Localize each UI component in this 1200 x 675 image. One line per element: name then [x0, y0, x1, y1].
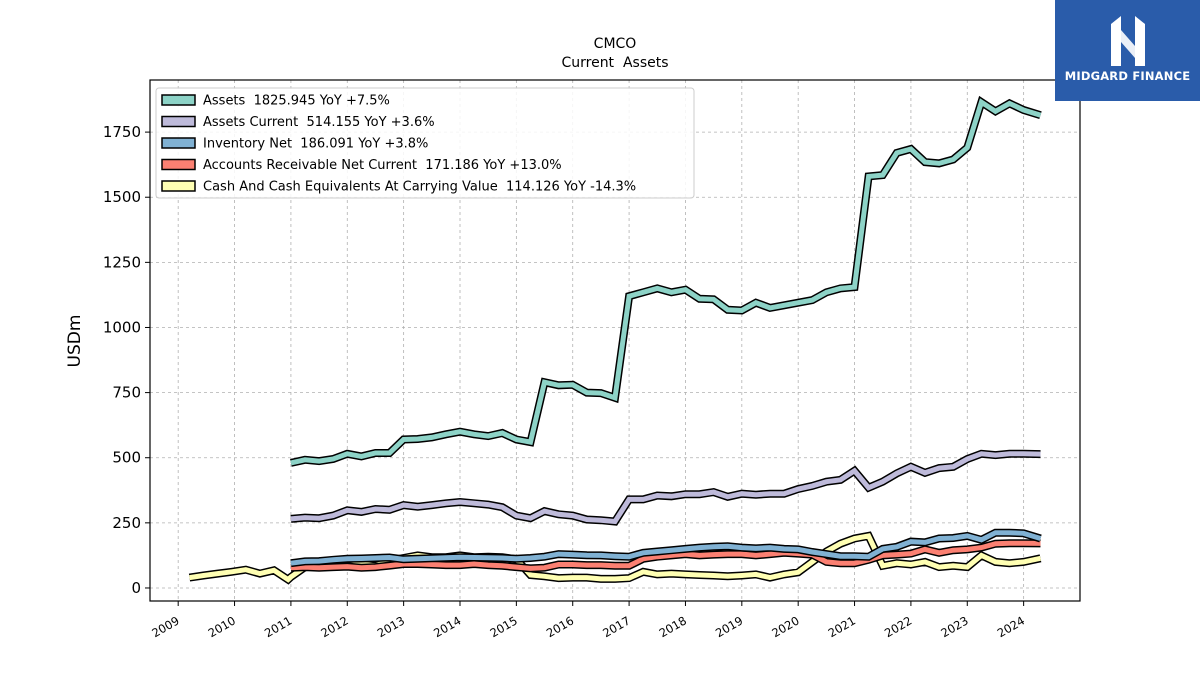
y-axis-label: USDm [65, 315, 85, 368]
series-line [290, 539, 1041, 573]
x-tick-label: 2021 [826, 613, 858, 640]
x-tick-label: 2019 [713, 613, 745, 640]
y-tick-label: 0 [131, 579, 141, 597]
y-tick-label: 1750 [103, 123, 141, 141]
x-tick-label: 2015 [488, 613, 520, 640]
x-tick-label: 2016 [544, 613, 576, 640]
legend-label: Accounts Receivable Net Current 171.186 … [203, 158, 562, 173]
x-tick-label: 2012 [318, 613, 350, 640]
legend-swatch [161, 137, 196, 149]
brand-name: MIDGARD FINANCE [1064, 69, 1191, 83]
legend-swatch [161, 94, 196, 106]
series-line-stroke [290, 540, 1041, 571]
x-tick-label: 2020 [769, 613, 801, 640]
x-tick-label: 2023 [938, 613, 970, 640]
y-tick-label: 500 [112, 449, 141, 467]
brand-logo: MIDGARD FINANCE [1055, 0, 1200, 101]
y-tick-label: 1000 [103, 318, 141, 336]
legend-swatch [161, 115, 196, 128]
midgard-logo-icon [1111, 16, 1145, 66]
y-tick-label: 1500 [103, 188, 141, 206]
y-tick-label: 250 [112, 514, 141, 532]
legend-label: Assets 1825.945 YoY +7.5% [203, 94, 390, 109]
chart-subtitle: Current Assets [561, 55, 668, 71]
y-tick-label: 1250 [103, 253, 141, 271]
legend-swatch [161, 158, 196, 171]
legend: Assets 1825.945 YoY +7.5% Assets Current … [155, 87, 695, 199]
x-tick-label: 2010 [206, 613, 238, 640]
series-line-stroke [290, 530, 1042, 566]
series-line [290, 95, 1042, 467]
series-line [290, 449, 1041, 526]
legend-box [155, 87, 695, 199]
x-tick-label: 2009 [149, 613, 181, 640]
plot-frame [149, 79, 1081, 602]
series-line-outline [290, 449, 1041, 526]
x-tick-label: 2014 [431, 613, 463, 640]
x-tick-label: 2017 [600, 613, 632, 640]
x-tick-label: 2011 [262, 613, 294, 640]
series-line-stroke [290, 98, 1042, 466]
x-tick-label: 2013 [375, 613, 407, 640]
series-line-stroke [290, 451, 1041, 525]
y-tick-label: 750 [112, 384, 141, 402]
x-tick-label: 2022 [882, 613, 914, 640]
legend-label: Assets Current 514.155 YoY +3.6% [203, 115, 435, 130]
legend-label: Cash And Cash Equivalents At Carrying Va… [203, 180, 636, 195]
legend-label: Inventory Net 186.091 YoY +3.8% [203, 137, 428, 152]
series-line [290, 528, 1042, 568]
x-tick-label: 2024 [995, 613, 1027, 640]
legend-swatch [161, 180, 196, 192]
x-tick-label: 2018 [657, 613, 689, 640]
chart-title: CMCO [594, 36, 637, 52]
plot-area [188, 95, 1042, 585]
